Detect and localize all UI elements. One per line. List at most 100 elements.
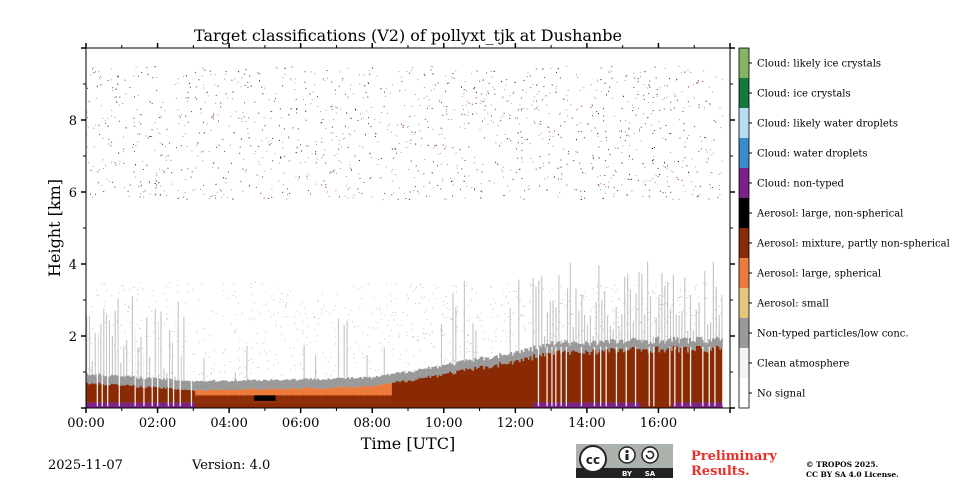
noise-pixel <box>323 305 325 307</box>
surface-cell <box>463 402 466 408</box>
noise-pixel <box>481 171 483 173</box>
noise-pixel <box>600 140 602 142</box>
aerosol-cell <box>404 382 407 403</box>
noise-pixel <box>305 103 307 105</box>
noise-pixel <box>315 183 317 185</box>
noise-pixel <box>213 162 215 164</box>
noise-pixel <box>336 172 338 174</box>
fringe-cell <box>297 380 300 390</box>
noise-pixel <box>243 116 245 118</box>
noise-pixel <box>452 195 454 197</box>
aerosol-core-cell <box>211 395 214 403</box>
fringe-cell <box>585 341 588 351</box>
noise-pixel <box>598 157 600 159</box>
fringe-cell <box>418 368 421 378</box>
noise-pixel <box>220 190 222 192</box>
noise-pixel <box>352 197 354 199</box>
noise-pixel <box>384 338 386 340</box>
noise-pixel <box>137 141 139 143</box>
noise-pixel <box>546 126 548 128</box>
noise-pixel <box>338 85 340 87</box>
surface-cell <box>645 402 649 408</box>
noise-pixel <box>441 133 443 135</box>
noise-pixel <box>447 82 449 84</box>
fringe-cell <box>318 380 321 389</box>
noise-pixel <box>437 286 439 288</box>
noise-pixel <box>501 81 503 83</box>
noise-pixel <box>423 87 425 89</box>
fringe-cell <box>440 366 443 376</box>
noise-pixel <box>413 190 415 192</box>
noise-pixel <box>407 126 409 127</box>
noise-pixel <box>531 104 533 106</box>
aerosol-cell <box>368 385 371 403</box>
noise-pixel <box>666 196 667 198</box>
noise-pixel <box>359 348 361 350</box>
aerosol-cell <box>409 380 412 403</box>
surface-cell <box>230 402 234 408</box>
noise-pixel <box>438 99 440 101</box>
surface-cell <box>640 402 643 408</box>
aerosol-core-cell <box>150 395 153 403</box>
aerosol-core-cell <box>588 395 591 403</box>
noise-pixel <box>239 146 241 148</box>
noise-pixel <box>313 316 315 318</box>
surface-cell <box>721 402 724 408</box>
streak-column <box>111 335 113 385</box>
noise-pixel <box>327 361 329 363</box>
noise-pixel <box>145 335 147 337</box>
black-aerosol-patch <box>254 395 276 401</box>
streak-column <box>601 299 603 351</box>
noise-pixel <box>669 78 670 79</box>
aerosol-core-cell <box>631 395 634 403</box>
noise-pixel <box>331 81 333 83</box>
streak-column <box>541 275 543 355</box>
fringe-cell <box>424 368 427 378</box>
gap-column <box>674 346 676 407</box>
surface-cell <box>227 402 230 408</box>
noise-pixel <box>490 346 492 348</box>
noise-pixel <box>559 321 561 323</box>
noise-pixel <box>413 336 415 338</box>
noise-pixel <box>400 151 402 153</box>
streak-column <box>366 355 368 387</box>
aerosol-core-cell <box>561 395 564 403</box>
fringe-cell <box>315 380 318 390</box>
aerosol-core-cell <box>458 395 461 403</box>
aerosol-core-cell <box>295 395 298 403</box>
surface-cell <box>563 402 566 408</box>
noise-pixel <box>154 122 156 124</box>
surface-cell <box>476 402 479 408</box>
noise-pixel <box>98 343 100 345</box>
noise-pixel <box>332 108 334 110</box>
aerosol-cell <box>352 387 355 403</box>
colorbar-label: Cloud: likely ice crystals <box>757 59 881 70</box>
noise-pixel <box>279 139 280 141</box>
cc-license-badge[interactable]: cc BY SA <box>576 444 673 478</box>
noise-pixel <box>399 90 401 92</box>
noise-pixel <box>87 339 89 341</box>
noise-pixel <box>432 73 434 75</box>
noise-pixel <box>583 137 585 139</box>
noise-pixel <box>414 115 416 117</box>
aerosol-cell <box>93 384 96 403</box>
surface-cell <box>175 402 178 408</box>
noise-pixel <box>364 85 366 87</box>
noise-pixel <box>593 288 594 289</box>
noise-pixel <box>502 330 504 332</box>
surface-cell <box>556 402 559 408</box>
noise-pixel <box>442 330 443 332</box>
aerosol-core-cell <box>665 395 668 403</box>
noise-pixel <box>510 169 512 171</box>
aerosol-core-cell <box>334 395 337 403</box>
surface-cell <box>459 402 463 408</box>
noise-pixel <box>560 159 562 161</box>
noise-pixel <box>361 118 362 120</box>
noise-pixel <box>480 197 482 199</box>
noise-pixel <box>603 120 605 122</box>
noise-pixel <box>156 90 158 92</box>
noise-pixel <box>562 299 564 301</box>
noise-pixel <box>603 108 604 110</box>
noise-pixel <box>149 193 151 195</box>
noise-pixel <box>464 197 466 199</box>
